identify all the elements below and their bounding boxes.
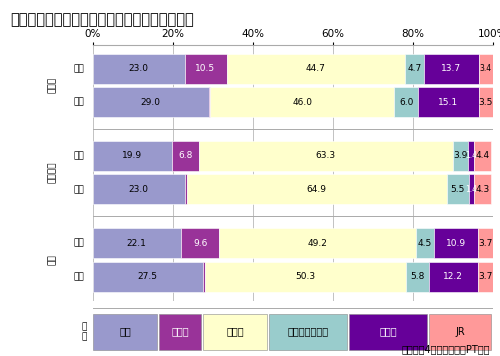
- Text: 13.7: 13.7: [442, 64, 462, 73]
- Bar: [418, 87, 478, 117]
- Text: 1.4: 1.4: [465, 151, 477, 161]
- Text: JR: JR: [455, 326, 465, 337]
- Bar: [416, 228, 434, 258]
- Text: 10.5: 10.5: [196, 64, 216, 73]
- Bar: [202, 262, 204, 292]
- Bar: [434, 228, 478, 258]
- Text: 4.5: 4.5: [418, 239, 432, 248]
- Text: 4.4: 4.4: [476, 151, 490, 161]
- Bar: [200, 141, 452, 171]
- Text: 徒歩: 徒歩: [119, 326, 131, 337]
- Bar: [92, 174, 184, 204]
- Bar: [208, 87, 210, 117]
- Bar: [268, 314, 347, 350]
- Bar: [424, 53, 479, 84]
- Bar: [428, 314, 492, 350]
- Bar: [184, 174, 187, 204]
- Text: 6.0: 6.0: [399, 98, 413, 107]
- Bar: [184, 53, 226, 84]
- Bar: [479, 53, 492, 84]
- Bar: [478, 87, 492, 117]
- Text: 46.0: 46.0: [292, 98, 312, 107]
- Bar: [92, 314, 158, 350]
- Bar: [429, 262, 478, 292]
- Text: 29.0: 29.0: [140, 98, 160, 107]
- Text: 63.3: 63.3: [316, 151, 336, 161]
- Text: 秋期: 秋期: [74, 239, 85, 248]
- Bar: [158, 314, 202, 350]
- Bar: [478, 228, 492, 258]
- Text: 44.7: 44.7: [306, 64, 326, 73]
- Text: 22.1: 22.1: [127, 239, 146, 248]
- Text: 冬期: 冬期: [74, 185, 85, 194]
- Text: 凡
例: 凡 例: [81, 322, 86, 341]
- Text: 1.4: 1.4: [466, 185, 477, 194]
- Text: 自動車: 自動車: [226, 326, 244, 337]
- Text: 秋期: 秋期: [74, 64, 85, 73]
- Text: 秋期: 秋期: [74, 151, 85, 161]
- Text: 19.9: 19.9: [122, 151, 142, 161]
- Text: 地下鉄: 地下鉄: [379, 326, 396, 337]
- Text: 冬期: 冬期: [74, 98, 85, 107]
- Text: 3.7: 3.7: [478, 239, 492, 248]
- Bar: [406, 262, 429, 292]
- Bar: [92, 53, 184, 84]
- Bar: [478, 262, 492, 292]
- Bar: [202, 314, 268, 350]
- Bar: [446, 174, 468, 204]
- Text: 3.4: 3.4: [480, 64, 492, 73]
- Text: 4.7: 4.7: [408, 64, 422, 73]
- Bar: [348, 314, 428, 350]
- Text: バス、路面電車: バス、路面電車: [288, 326, 329, 337]
- Bar: [468, 174, 474, 204]
- Text: 資料：第4回道央都市圏PT調査: 資料：第4回道央都市圏PT調査: [402, 344, 490, 354]
- Text: 【代表交通手段別トリップ構成比の秋冬比較】: 【代表交通手段別トリップ構成比の秋冬比較】: [10, 12, 194, 27]
- Bar: [406, 53, 424, 84]
- Bar: [220, 228, 416, 258]
- Text: 10.9: 10.9: [446, 239, 466, 248]
- Text: 3.9: 3.9: [453, 151, 468, 161]
- Text: 64.9: 64.9: [306, 185, 326, 194]
- Bar: [226, 53, 406, 84]
- Bar: [92, 87, 208, 117]
- Text: 15.1: 15.1: [438, 98, 458, 107]
- Text: 札幌市: 札幌市: [48, 77, 57, 93]
- Text: 圏域: 圏域: [48, 255, 57, 265]
- Text: 49.2: 49.2: [308, 239, 328, 248]
- Bar: [187, 174, 446, 204]
- Bar: [394, 87, 418, 117]
- Text: 4.3: 4.3: [476, 185, 490, 194]
- Bar: [452, 141, 468, 171]
- Bar: [474, 141, 492, 171]
- Text: 5.5: 5.5: [450, 185, 464, 194]
- Text: 二輪車: 二輪車: [171, 326, 188, 337]
- Bar: [468, 141, 473, 171]
- Bar: [172, 141, 200, 171]
- Bar: [210, 87, 394, 117]
- Text: 3.5: 3.5: [478, 98, 492, 107]
- Text: 9.6: 9.6: [193, 239, 208, 248]
- Text: 23.0: 23.0: [128, 185, 148, 194]
- Bar: [204, 262, 406, 292]
- Bar: [181, 228, 220, 258]
- Bar: [92, 228, 181, 258]
- Text: 27.5: 27.5: [138, 272, 158, 281]
- Text: 6.8: 6.8: [178, 151, 193, 161]
- Bar: [474, 174, 492, 204]
- Text: 50.3: 50.3: [295, 272, 315, 281]
- Bar: [92, 141, 172, 171]
- Text: 5.8: 5.8: [410, 272, 424, 281]
- Text: 12.2: 12.2: [444, 272, 463, 281]
- Text: 冬期: 冬期: [74, 272, 85, 281]
- Text: 23.0: 23.0: [128, 64, 148, 73]
- Text: 周辺町村: 周辺町村: [48, 162, 57, 183]
- Bar: [92, 262, 202, 292]
- Text: 3.7: 3.7: [478, 272, 492, 281]
